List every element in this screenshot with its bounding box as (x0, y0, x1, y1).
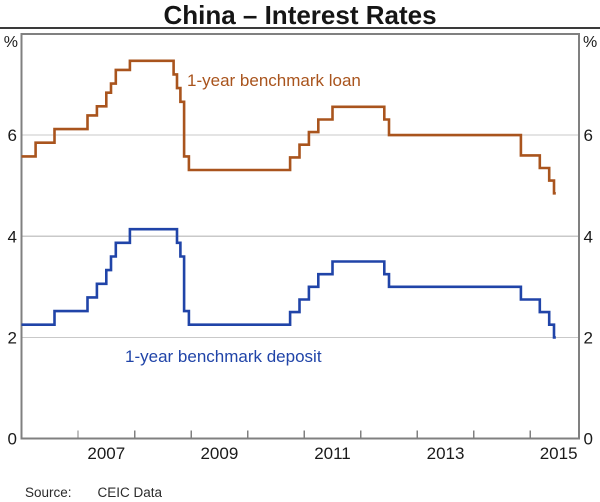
y-tick-label-left-4: 4 (8, 227, 17, 246)
source-note: Source: CEIC Data (25, 485, 162, 500)
loan-series-line (21, 59, 556, 195)
y-tick-label-right-0: 0 (584, 430, 593, 449)
title-rule (0, 27, 600, 29)
y-tick-label-left-0: 0 (8, 430, 17, 449)
x-tick-label-2011: 2011 (314, 444, 351, 463)
y-tick-label-right-6: 6 (584, 126, 593, 145)
x-tick-label-2009: 2009 (200, 444, 238, 463)
x-tick-label-2013: 2013 (427, 444, 465, 463)
y-tick-label-right-4: 4 (584, 227, 593, 246)
deposit-series-line (21, 227, 556, 339)
y-axis-unit-left: % (3, 34, 18, 51)
source-text: CEIC Data (97, 485, 163, 500)
y-tick-label-left-6: 6 (8, 126, 17, 145)
y-axis-unit-right: % (583, 34, 598, 51)
plot-frame (20, 33, 580, 440)
series-label-deposit: 1-year benchmark deposit (125, 347, 322, 366)
x-tick-label-2015: 2015 (540, 444, 578, 463)
chart-title: China – Interest Rates (163, 0, 437, 30)
x-tick-label-2007: 2007 (87, 444, 125, 463)
series-label-loan: 1-year benchmark loan (187, 71, 361, 90)
y-tick-label-left-2: 2 (8, 328, 17, 347)
y-tick-label-right-2: 2 (584, 328, 593, 347)
source-label: Source: (25, 485, 72, 500)
